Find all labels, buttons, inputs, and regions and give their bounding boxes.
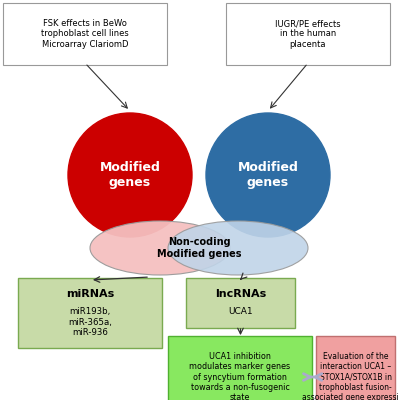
FancyBboxPatch shape	[168, 336, 312, 400]
Text: miRNAs: miRNAs	[66, 289, 114, 299]
FancyBboxPatch shape	[186, 278, 295, 328]
Text: Modified
genes: Modified genes	[238, 161, 298, 189]
Circle shape	[68, 113, 192, 237]
FancyBboxPatch shape	[3, 3, 167, 65]
Text: lncRNAs: lncRNAs	[215, 289, 266, 299]
Text: FSK effects in BeWo
trophoblast cell lines
Microarray ClariomD: FSK effects in BeWo trophoblast cell lin…	[41, 19, 129, 49]
Text: Evaluation of the
interaction UCA1 –
STOX1A/STOX1B in
trophoblast fusion-
associ: Evaluation of the interaction UCA1 – STO…	[302, 352, 398, 400]
Text: miR193b,
miR-365a,
miR-936: miR193b, miR-365a, miR-936	[68, 307, 112, 337]
FancyBboxPatch shape	[226, 3, 390, 65]
Text: UCA1 inhibition
modulates marker genes
of syncytium formation
towards a non-fuso: UCA1 inhibition modulates marker genes o…	[189, 352, 291, 400]
Text: Non-coding
Modified genes: Non-coding Modified genes	[157, 237, 241, 259]
Text: Modified
genes: Modified genes	[100, 161, 160, 189]
Text: IUGR/PE effects
in the human
placenta: IUGR/PE effects in the human placenta	[275, 19, 341, 49]
FancyBboxPatch shape	[18, 278, 162, 348]
Ellipse shape	[90, 221, 230, 275]
Circle shape	[206, 113, 330, 237]
Text: UCA1: UCA1	[228, 308, 253, 316]
Ellipse shape	[168, 221, 308, 275]
FancyBboxPatch shape	[316, 336, 395, 400]
